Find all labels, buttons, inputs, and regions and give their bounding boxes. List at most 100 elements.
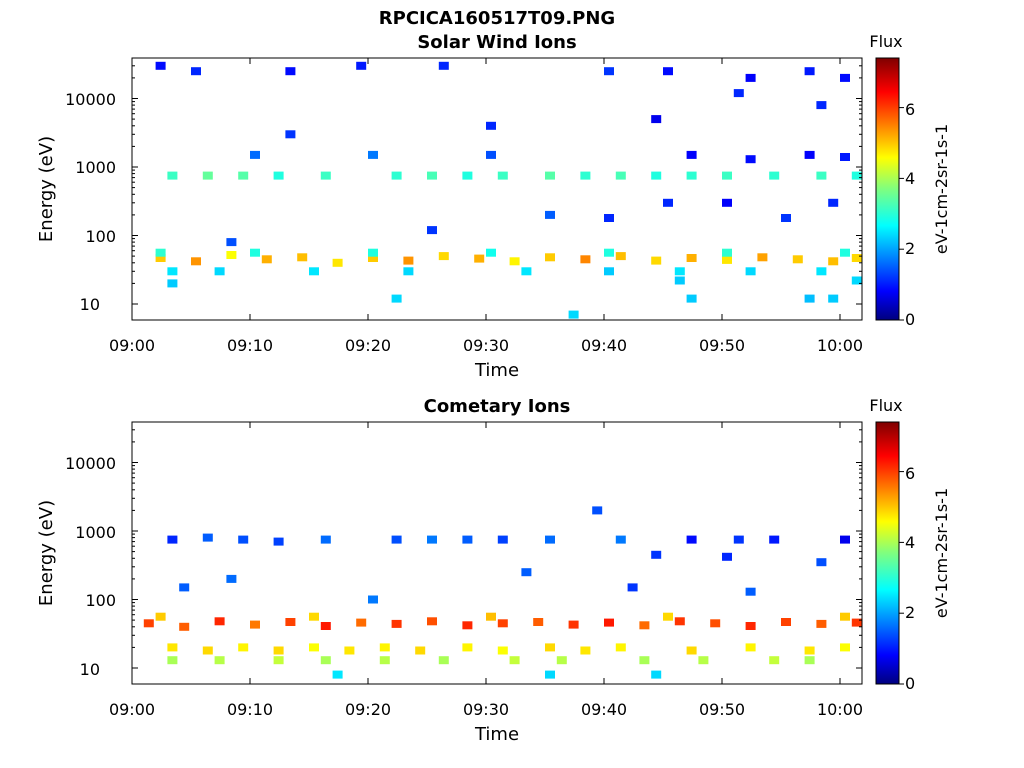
heatmap-cell bbox=[615, 535, 626, 544]
heatmap-cell bbox=[722, 552, 732, 561]
heatmap-cell bbox=[604, 267, 614, 276]
heatmap-cell bbox=[167, 656, 178, 665]
heatmap-cell bbox=[615, 171, 626, 180]
y-tick-10000: 10000 bbox=[65, 90, 116, 109]
heatmap-cell bbox=[816, 171, 827, 180]
heatmap-cell bbox=[391, 619, 402, 628]
heatmap-cell bbox=[273, 171, 284, 180]
heatmap-cell bbox=[344, 646, 355, 655]
heatmap-cell bbox=[143, 619, 154, 628]
heatmap-cell bbox=[781, 214, 791, 222]
heatmap-cell bbox=[486, 612, 496, 621]
colorbar-ticks bbox=[899, 471, 904, 685]
colorbar-ticks bbox=[899, 107, 904, 321]
heatmap-cell bbox=[509, 656, 520, 665]
heatmap-cell bbox=[462, 621, 473, 630]
heatmap-cell bbox=[202, 171, 213, 180]
colorbar-tick-0: 0 bbox=[905, 310, 915, 329]
panel-title: Solar Wind Ions bbox=[417, 32, 576, 53]
heatmap-cell bbox=[745, 267, 756, 276]
heatmap-cell bbox=[155, 61, 166, 70]
heatmap-cell bbox=[285, 618, 296, 626]
heatmap-cell bbox=[309, 612, 319, 621]
heatmap-cell bbox=[273, 656, 284, 665]
heatmap-cell bbox=[391, 171, 402, 180]
y-tick-10: 10 bbox=[80, 295, 100, 314]
x-tick-0940: 09:40 bbox=[581, 700, 627, 719]
heatmap-cell bbox=[663, 612, 673, 621]
heatmap-cell bbox=[592, 506, 603, 515]
heatmap-cell bbox=[663, 67, 673, 76]
heatmap-cell bbox=[438, 61, 449, 70]
heatmap-cell bbox=[214, 656, 225, 665]
axis-ticks bbox=[131, 58, 862, 320]
heatmap-cell bbox=[722, 255, 732, 264]
heatmap-cell bbox=[379, 643, 390, 652]
heatmap-cell bbox=[745, 622, 756, 630]
heatmap-cell bbox=[320, 622, 331, 630]
heatmap-cell bbox=[686, 294, 697, 303]
heatmap-cell bbox=[804, 646, 815, 655]
colorbar-tick-6: 6 bbox=[905, 100, 915, 119]
heatmap-cell bbox=[639, 621, 650, 630]
heatmap-cell bbox=[238, 535, 249, 544]
colorbar-tick-2: 2 bbox=[905, 603, 915, 622]
colorbar-title: Flux bbox=[869, 32, 902, 51]
heatmap-cell bbox=[320, 656, 331, 665]
panel-solar-wind-ions: Solar Wind Ions 10 100 1000 10000 09:00 … bbox=[36, 32, 951, 381]
x-tick-0900: 09:00 bbox=[109, 336, 155, 355]
heatmap-cell bbox=[804, 294, 815, 303]
heatmap-cell bbox=[757, 253, 768, 262]
colorbar-label: eV-1cm-2sr-1s-1 bbox=[932, 124, 951, 254]
heatmap-cell bbox=[155, 254, 166, 262]
heatmap-cell bbox=[356, 618, 367, 627]
heatmap-cell bbox=[545, 171, 555, 180]
heatmap-cell bbox=[474, 254, 485, 263]
heatmap-cell bbox=[202, 646, 213, 655]
heatmap-cell bbox=[816, 267, 827, 276]
heatmap-cell bbox=[639, 656, 650, 665]
x-tick-1000: 10:00 bbox=[817, 336, 863, 355]
heatmap-cell bbox=[250, 150, 260, 159]
heatmap-cell bbox=[415, 646, 426, 655]
heatmap-cell bbox=[651, 171, 662, 180]
heatmap-cell bbox=[427, 617, 437, 626]
heatmap-cell bbox=[179, 622, 190, 631]
heatmap-cell bbox=[722, 171, 732, 180]
heatmap-cell bbox=[722, 198, 732, 207]
heatmap-cell bbox=[497, 171, 508, 180]
heatmap-cell bbox=[179, 583, 190, 592]
heatmap-cell bbox=[214, 267, 225, 276]
heatmap-cell bbox=[545, 670, 555, 679]
x-tick-0900: 09:00 bbox=[109, 700, 155, 719]
heatmap-cell bbox=[627, 583, 638, 592]
x-tick-0910: 09:10 bbox=[227, 336, 273, 355]
heatmap-cell bbox=[155, 612, 166, 621]
heatmap-cell bbox=[710, 619, 721, 628]
heatmap-cell bbox=[261, 255, 272, 264]
x-tick-0920: 09:20 bbox=[345, 700, 391, 719]
heatmap-cell bbox=[427, 535, 437, 544]
heatmap-cell bbox=[769, 656, 780, 665]
heatmap-cell bbox=[698, 656, 709, 665]
heatmap-cell bbox=[580, 255, 591, 264]
x-tick-0950: 09:50 bbox=[699, 336, 745, 355]
heatmap-cell bbox=[545, 643, 555, 652]
heatmap-cell bbox=[497, 619, 508, 628]
heatmap-cell bbox=[273, 537, 284, 546]
heatmap-cell bbox=[651, 256, 662, 265]
heatmap-cell bbox=[486, 248, 496, 257]
heatmap-cell bbox=[722, 248, 732, 257]
heatmap-cell bbox=[568, 310, 579, 319]
heatmap-cell bbox=[320, 535, 331, 544]
plot-frame bbox=[131, 421, 863, 685]
heatmap-cell bbox=[167, 267, 178, 276]
heatmap-cell bbox=[332, 258, 343, 267]
heatmap-cell bbox=[320, 171, 331, 180]
heatmap-cell bbox=[250, 620, 260, 629]
heatmap-cell bbox=[167, 279, 178, 288]
heatmap-cell bbox=[686, 535, 697, 544]
heatmap-cell bbox=[804, 150, 815, 159]
heatmap-cell bbox=[651, 670, 662, 679]
heatmap-cell bbox=[545, 253, 555, 262]
